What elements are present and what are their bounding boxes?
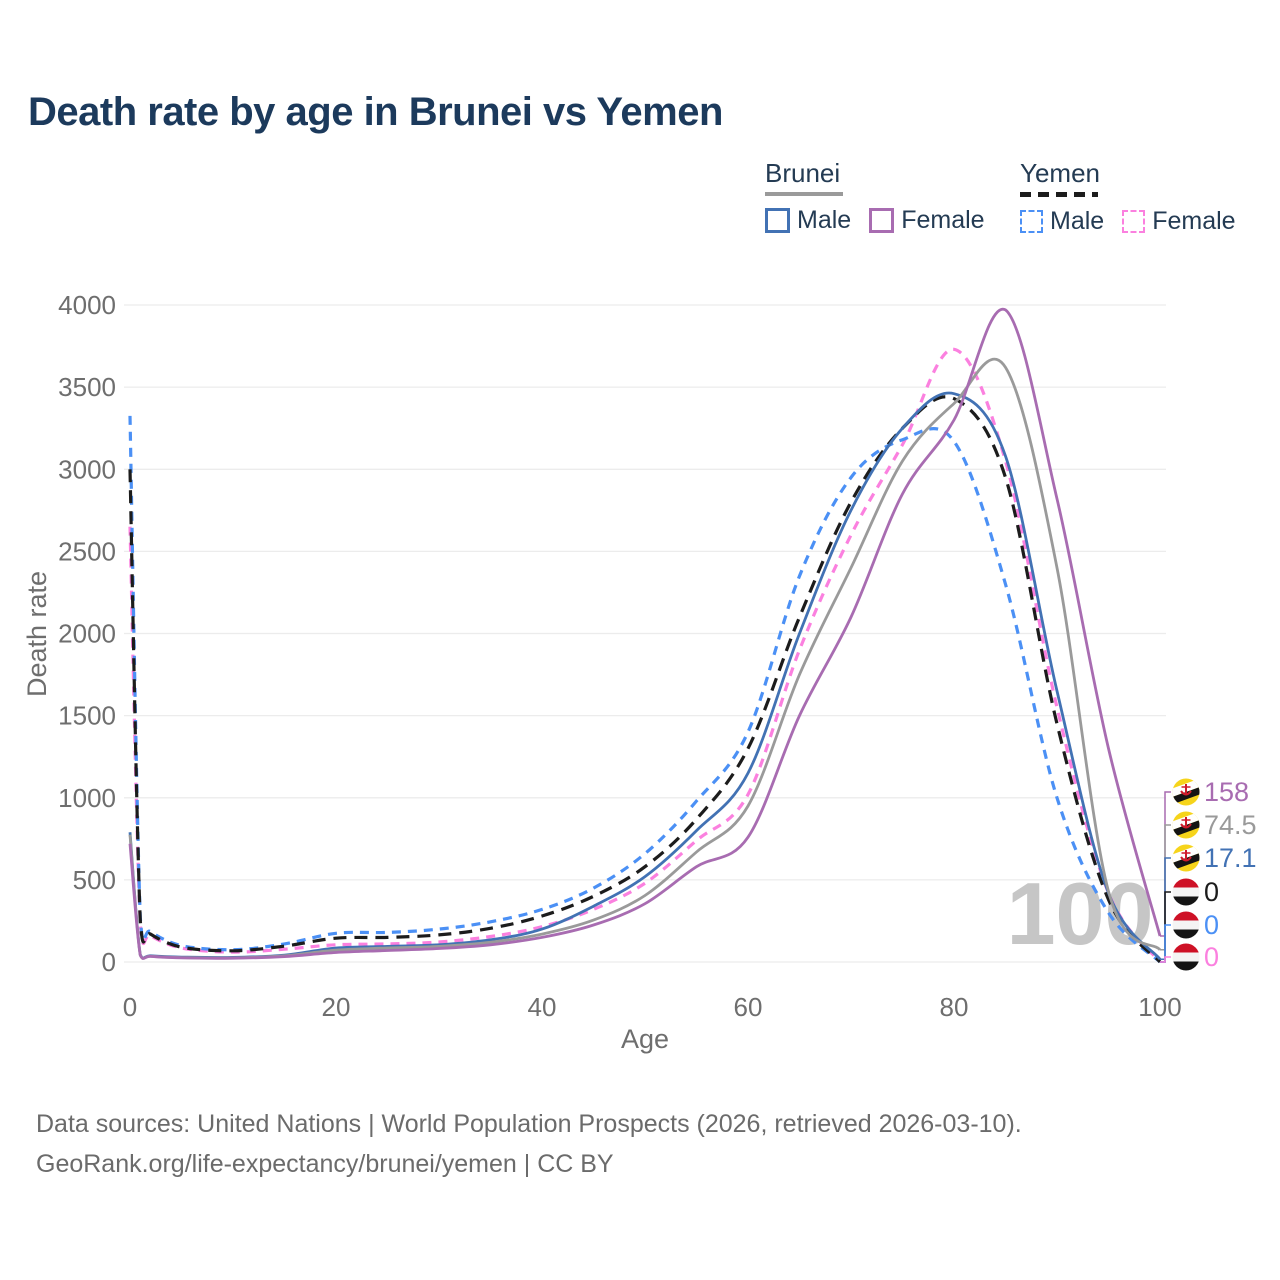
end-value-brunei: 74.5 — [1204, 810, 1257, 840]
flag-brunei-icon — [1172, 778, 1200, 806]
y-tick-label: 0 — [102, 947, 116, 977]
x-tick-label: 80 — [940, 992, 969, 1022]
legend-label-brunei-male: Male — [797, 206, 852, 234]
legend-swatch-brunei-male — [765, 208, 790, 233]
page-title: Death rate by age in Brunei vs Yemen — [28, 90, 723, 134]
legend-label-yemen-female: Female — [1152, 207, 1236, 235]
end-value-yemen: 0 — [1204, 877, 1219, 907]
footer-attribution: GeoRank.org/life-expectancy/brunei/yemen… — [36, 1150, 614, 1178]
flag-brunei-icon — [1172, 844, 1200, 872]
legend-group-brunei: Brunei Male Female — [765, 158, 985, 235]
legend-items-yemen: Male Female — [1020, 207, 1236, 236]
y-tick-label: 3500 — [58, 372, 116, 402]
legend-swatch-yemen-female — [1122, 210, 1146, 233]
end-value-yemen-male: 0 — [1204, 910, 1219, 940]
line-yemen — [128, 395, 1162, 964]
legend-item-yemen-female[interactable]: Female — [1122, 207, 1236, 236]
x-tick-label: 100 — [1138, 992, 1181, 1022]
end-value-brunei-female: 158 — [1204, 777, 1249, 807]
flag-yemen-icon — [1172, 911, 1200, 939]
y-tick-label: 3000 — [58, 454, 116, 484]
footer-data-sources: Data sources: United Nations | World Pop… — [36, 1110, 1022, 1138]
y-axis-title: Death rate — [22, 571, 52, 697]
legend-country-yemen[interactable]: Yemen — [1020, 158, 1100, 188]
leader-line-yemen-female — [1160, 956, 1171, 963]
y-tick-label: 4000 — [58, 290, 116, 320]
end-value-brunei-male: 17.1 — [1204, 843, 1257, 873]
legend-group-yemen: Yemen Male Female — [1020, 158, 1236, 236]
legend-swatch-brunei-female — [869, 208, 895, 233]
x-tick-label: 40 — [528, 992, 557, 1022]
legend-item-brunei-male[interactable]: Male — [765, 206, 851, 235]
end-value-yemen-female: 0 — [1204, 942, 1219, 972]
line-brunei-male — [128, 391, 1162, 961]
legend-country-brunei[interactable]: Brunei — [765, 158, 841, 188]
flag-yemen-icon — [1172, 878, 1200, 906]
y-tick-label: 2500 — [58, 536, 116, 566]
legend-item-yemen-male[interactable]: Male — [1020, 207, 1104, 236]
legend-label-brunei-female: Female — [901, 206, 985, 234]
x-tick-label: 0 — [123, 992, 137, 1022]
flag-yemen-icon — [1172, 943, 1200, 971]
x-tick-label: 60 — [734, 992, 763, 1022]
y-tick-label: 2000 — [58, 619, 116, 649]
y-tick-label: 1500 — [58, 701, 116, 731]
legend-underline-yemen-dashed — [1020, 192, 1098, 197]
legend-items-brunei: Male Female — [765, 206, 985, 235]
legend-swatch-yemen-male — [1020, 210, 1043, 233]
x-tick-label: 20 — [322, 992, 351, 1022]
y-tick-label: 1000 — [58, 783, 116, 813]
watermark-age: 100 — [1007, 864, 1154, 963]
flag-brunei-icon — [1172, 811, 1200, 839]
line-yemen-male — [128, 415, 1162, 964]
legend-item-brunei-female[interactable]: Female — [869, 206, 985, 235]
footer: Data sources: United Nations | World Pop… — [36, 1104, 1022, 1184]
legend-underline-brunei-solid — [765, 192, 843, 196]
y-tick-label: 500 — [73, 865, 116, 895]
line-brunei-female — [128, 307, 1162, 960]
legend-label-yemen-male: Male — [1050, 207, 1105, 235]
x-axis-title: Age — [621, 1024, 669, 1054]
line-yemen-female — [128, 347, 1162, 964]
